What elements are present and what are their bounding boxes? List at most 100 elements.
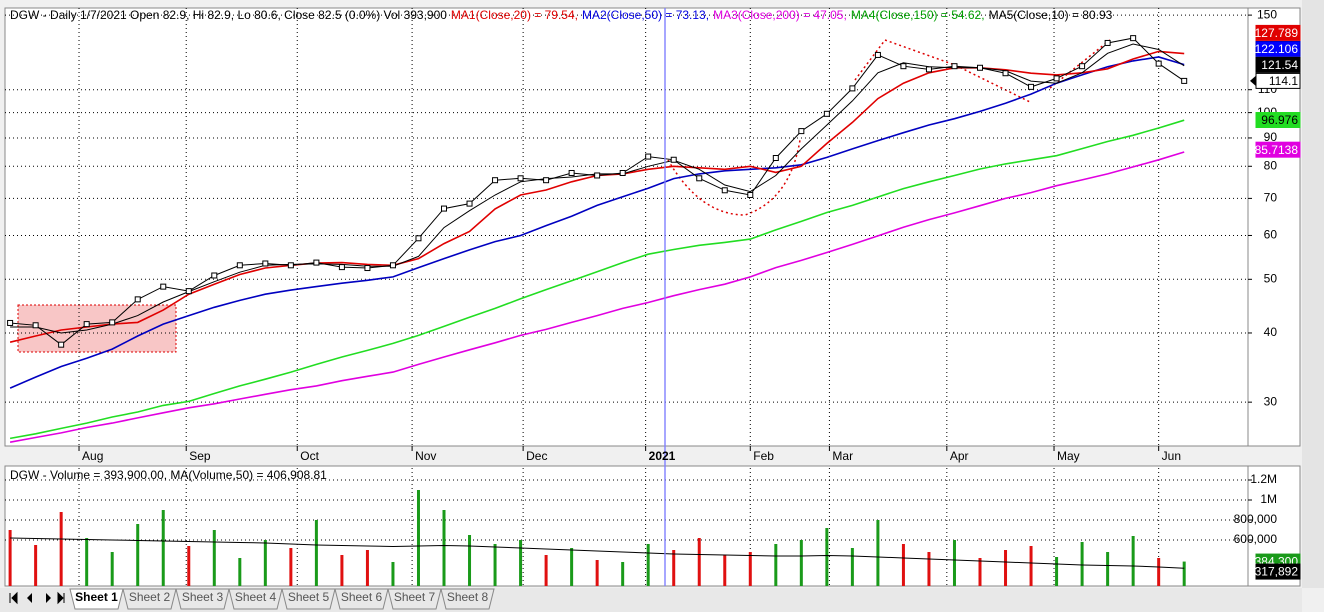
volume-bar xyxy=(493,544,497,586)
price-marker xyxy=(594,172,601,179)
sheet-tab-label[interactable]: Sheet 3 xyxy=(182,590,224,604)
value-box-label: 127.789 xyxy=(1255,26,1299,40)
price-marker xyxy=(211,272,218,279)
price-marker xyxy=(823,110,830,117)
value-box: 85.7138 xyxy=(1255,141,1301,158)
volume-average xyxy=(10,537,1185,569)
x-tick-label: Nov xyxy=(415,449,436,463)
y-tick-label: 60 xyxy=(1264,228,1278,242)
sheet-tab-label[interactable]: Sheet 2 xyxy=(129,590,171,604)
volume-bar xyxy=(1080,542,1084,586)
value-box: 317,892 xyxy=(1255,563,1301,580)
price-marker xyxy=(1155,60,1162,67)
value-box-bg xyxy=(1255,72,1301,89)
nav-prev[interactable] xyxy=(27,593,32,603)
y-tick-label: 90 xyxy=(1264,130,1278,144)
sheet-tab[interactable] xyxy=(334,588,389,610)
price-marker xyxy=(900,63,907,70)
volume-bar xyxy=(799,540,803,586)
nav-next[interactable] xyxy=(46,593,51,603)
volume-bar xyxy=(238,558,242,586)
sheet-tab[interactable] xyxy=(440,588,495,610)
price-marker xyxy=(83,321,90,328)
price-marker xyxy=(798,128,805,135)
volume-bar xyxy=(544,555,548,586)
x-tick-label: Jun xyxy=(1162,449,1181,463)
y-tick-label: 600,000 xyxy=(1234,532,1278,546)
price-marker xyxy=(236,262,243,269)
volume-bar xyxy=(468,535,472,586)
y-tick-label: 30 xyxy=(1264,394,1278,408)
y-tick-label: 1.2M xyxy=(1250,472,1277,486)
value-box-bg xyxy=(1255,563,1301,580)
price-marker xyxy=(32,322,39,329)
price-marker xyxy=(1002,70,1009,77)
header-item: DGW - Daily 1/7/2021 Open 82.9, Hi 82.9,… xyxy=(10,8,447,22)
sheet-tab[interactable] xyxy=(281,588,336,610)
volume-bar xyxy=(365,550,369,586)
sheet-tab[interactable] xyxy=(69,588,124,610)
volume-bar xyxy=(110,552,114,586)
volume-bar xyxy=(646,544,650,586)
price-marker xyxy=(1028,83,1035,90)
price-marker xyxy=(670,156,677,163)
volume-bar xyxy=(519,540,523,586)
price-marker xyxy=(313,259,320,266)
grid xyxy=(5,8,1252,586)
base-box xyxy=(17,304,177,353)
sheet-tab-label[interactable]: Sheet 8 xyxy=(447,590,489,604)
price-marker xyxy=(262,260,269,267)
volume-bar xyxy=(442,510,446,586)
y-tick-label: 40 xyxy=(1264,325,1278,339)
moving-average xyxy=(9,119,1185,440)
price-marker xyxy=(977,64,984,71)
panel-header: DGW - Daily 1/7/2021 Open 82.9, Hi 82.9,… xyxy=(10,8,1113,22)
sheet-tab[interactable] xyxy=(175,588,230,610)
volume-bar xyxy=(952,540,956,586)
volume-bar xyxy=(748,552,752,586)
value-box-bg xyxy=(1255,112,1301,129)
price-marker xyxy=(696,175,703,182)
sheet-navigation xyxy=(9,591,65,605)
sheet-tab[interactable] xyxy=(122,588,177,610)
value-box: 127.789 xyxy=(1255,24,1301,41)
sheet-tab-label[interactable]: Sheet 6 xyxy=(341,590,383,604)
volume-bar xyxy=(621,562,625,586)
price-marker xyxy=(160,283,167,290)
sheet-tab-label[interactable]: Sheet 7 xyxy=(394,590,436,604)
volume-bar xyxy=(1055,557,1059,586)
value-box-label: 114.1 xyxy=(1269,74,1298,88)
value-box-label: 317,892 xyxy=(1255,565,1299,579)
x-tick-label: 2021 xyxy=(649,449,676,463)
header-item: DGW - Volume = 393,900.00, MA(Volume,50)… xyxy=(10,468,327,482)
volume-bar xyxy=(1029,546,1033,586)
price-marker xyxy=(58,341,65,348)
value-box-label: 121.54 xyxy=(1261,58,1298,72)
sheet-tab[interactable] xyxy=(387,588,442,610)
volume-bar xyxy=(340,555,344,586)
sheet-tab-label[interactable]: Sheet 4 xyxy=(235,590,277,604)
sheet-tab-label[interactable]: Sheet 5 xyxy=(288,590,330,604)
sheet-tab-label[interactable]: Sheet 1 xyxy=(75,590,118,604)
value-box-bg xyxy=(1255,40,1301,57)
nav-last[interactable] xyxy=(57,591,65,605)
volume-bar xyxy=(161,510,165,586)
nav-first[interactable] xyxy=(9,591,18,605)
price-marker xyxy=(925,66,932,73)
price-marker xyxy=(1104,39,1111,46)
price-marker xyxy=(441,205,448,212)
price-marker xyxy=(874,51,881,58)
price-marker xyxy=(517,175,524,182)
sheet-tab[interactable] xyxy=(228,588,283,610)
price-marker xyxy=(645,153,652,160)
price-marker xyxy=(338,264,345,271)
x-tick-label: Aug xyxy=(82,449,103,463)
x-tick-label: Apr xyxy=(950,449,969,463)
volume-bar xyxy=(289,548,293,586)
annotations xyxy=(17,39,1111,353)
value-box-bg xyxy=(1255,24,1301,41)
x-tick-label: Feb xyxy=(753,449,774,463)
price-panel xyxy=(4,7,1249,447)
y-tick-label: 1M xyxy=(1260,492,1277,506)
price-marker xyxy=(7,319,14,326)
